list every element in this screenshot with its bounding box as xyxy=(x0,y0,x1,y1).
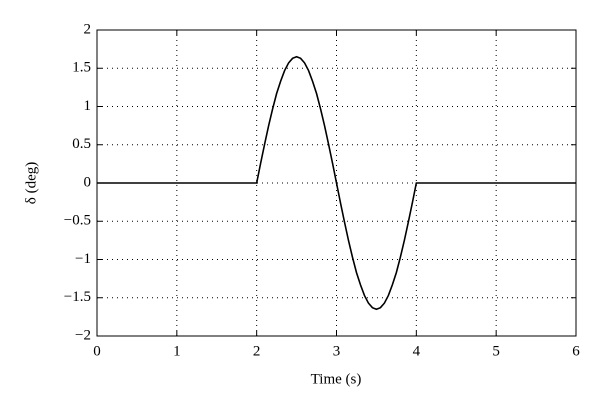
x-tick-label: 2 xyxy=(253,343,261,359)
x-tick-label: 6 xyxy=(572,343,580,359)
y-tick-label: −0.5 xyxy=(64,213,91,229)
x-tick-label: 0 xyxy=(93,343,101,359)
y-tick-label: 0.5 xyxy=(72,136,91,152)
x-tick-label: 4 xyxy=(413,343,421,359)
data-line xyxy=(97,55,576,311)
y-tick-label: 1 xyxy=(84,98,92,114)
x-tick-label: 3 xyxy=(333,343,341,359)
y-tick-label: 2 xyxy=(84,21,92,37)
y-axis-label: δ (deg) xyxy=(23,162,39,204)
y-tick-label: 0 xyxy=(84,174,92,190)
x-tick-label: 5 xyxy=(492,343,500,359)
x-tick-label: 1 xyxy=(173,343,181,359)
y-tick-label: 1.5 xyxy=(72,60,91,76)
x-axis-label: Time (s) xyxy=(311,371,362,387)
y-tick-label: −2 xyxy=(75,327,91,343)
y-tick-label: −1.5 xyxy=(64,289,91,305)
y-tick-label: −1 xyxy=(75,251,91,267)
